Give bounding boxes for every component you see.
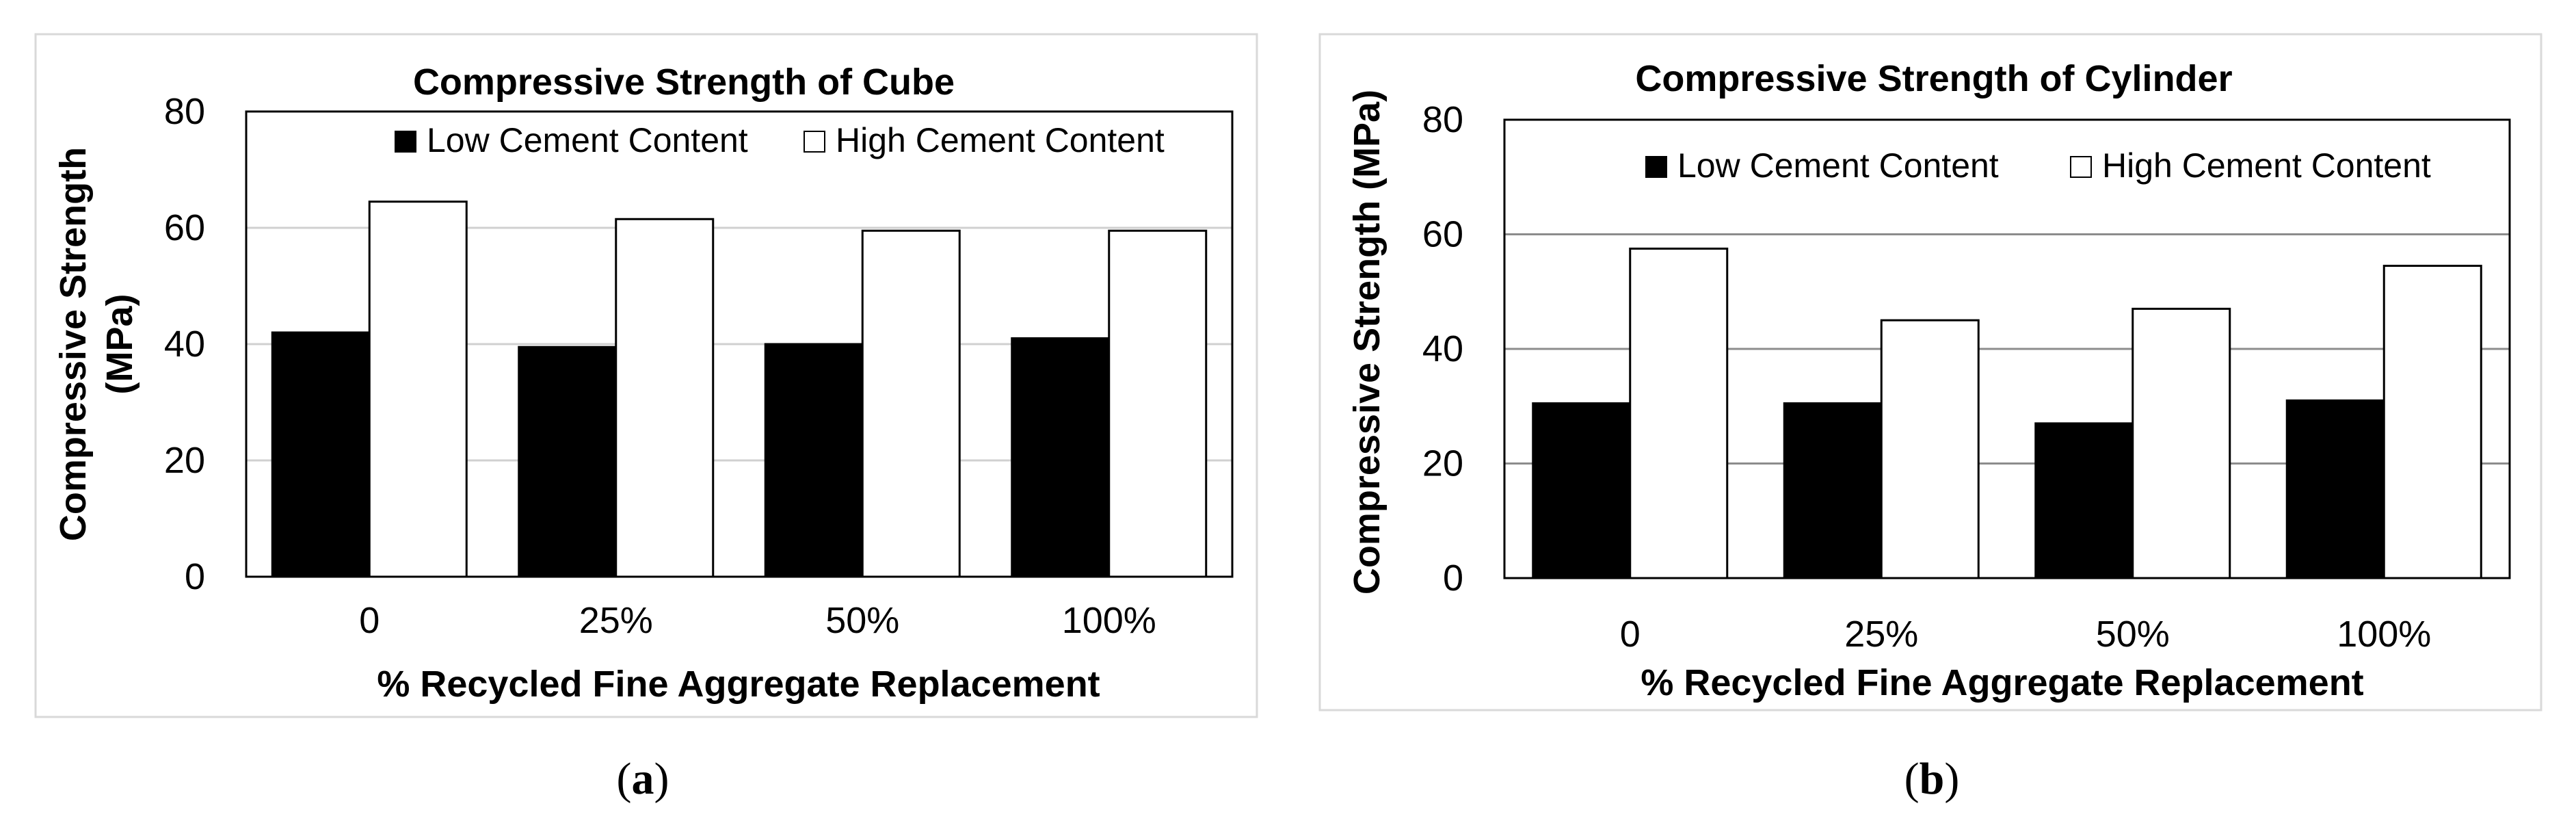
chart-b-legend-swatch-high: [2070, 156, 2092, 178]
chart-a-title: Compressive Strength of Cube: [413, 62, 955, 103]
chart-b-plot-border: [1503, 118, 2511, 579]
chart-b-bar-low: [2285, 399, 2385, 579]
chart-a-x-tick-label: 50%: [825, 600, 899, 641]
chart-b-bar-low: [2034, 422, 2134, 579]
chart-b-y-tick-labels: 0 20 40 60 80: [1422, 99, 1463, 599]
chart-b-bar-high: [2132, 307, 2231, 579]
chart-a-bars: [271, 200, 1208, 578]
chart-a-x-tick-labels: 0 25% 50% 100%: [359, 600, 1156, 641]
chart-b-legend-label-high: High Cement Content: [2102, 146, 2431, 185]
chart-b-y-tick-label: 80: [1422, 99, 1463, 140]
chart-b-y-tick-label: 0: [1443, 558, 1463, 599]
cylinder-strength-chart: Compressive Strength of Cylinder 0 20 40 60…: [1318, 33, 2542, 804]
chart-a-x-axis-title: % Recycled Fine Aggregate Replacement: [377, 664, 1100, 705]
chart-a-y-tick-labels: 0 20 40 60 80: [164, 91, 205, 597]
chart-b-bar-high: [1880, 319, 1980, 579]
chart-b-legend-label-low: Low Cement Content: [1677, 146, 1999, 185]
chart-a-y-axis-title-line2: (MPa): [99, 294, 140, 395]
chart-b-x-axis-title: % Recycled Fine Aggregate Replacement: [1641, 662, 2363, 703]
chart-a-y-tick-label: 80: [164, 91, 205, 132]
cube-strength-chart: Compressive Strength of Cube 0 20 40 60 80 0…: [34, 33, 1258, 804]
chart-b-bars: [1532, 247, 2482, 579]
chart-b-y-axis-title: Compressive Strength (MPa): [1346, 90, 1387, 595]
chart-b-title: Compressive Strength of Cylinder: [1635, 58, 2232, 99]
chart-a-x-tick-label: 25%: [579, 600, 653, 641]
chart-a-legend-label-high: High Cement Content: [836, 121, 1165, 159]
chart-a-y-tick-label: 60: [164, 207, 205, 248]
chart-b-bar-low: [1532, 402, 1632, 579]
chart-b-bar-high: [1629, 247, 1729, 579]
chart-b-caption: (b): [1904, 754, 1960, 804]
chart-a-bar-high: [368, 200, 468, 578]
chart-a-bar-low: [1011, 337, 1111, 578]
chart-a-bar-high: [1108, 229, 1208, 578]
chart-a-y-axis-title-line1: Compressive Strength: [53, 147, 94, 541]
chart-b-x-tick-label: 25%: [1844, 614, 1918, 655]
chart-a-bar-high: [861, 229, 961, 578]
chart-a-x-tick-label: 0: [359, 600, 380, 641]
chart-a-y-tick-label: 20: [164, 440, 205, 481]
chart-a-bar-low: [764, 343, 864, 578]
chart-b-y-tick-label: 40: [1422, 328, 1463, 369]
chart-a-caption: (a): [617, 754, 669, 804]
chart-b-x-tick-label: 50%: [2096, 614, 2170, 655]
chart-a-bar-low: [518, 345, 618, 578]
chart-a-bar-low: [271, 331, 371, 578]
chart-a-x-tick-label: 100%: [1062, 600, 1156, 641]
chart-a-legend-swatch-high: [804, 131, 825, 153]
chart-b-y-tick-label: 60: [1422, 214, 1463, 255]
chart-a-y-tick-label: 40: [164, 324, 205, 365]
chart-b-x-tick-labels: 0 25% 50% 100%: [1620, 614, 2432, 655]
chart-b-bar-low: [1783, 402, 1883, 579]
chart-b-x-tick-label: 0: [1620, 614, 1641, 655]
chart-a-plot-border: [245, 110, 1234, 578]
chart-b-legend-swatch-low: [1645, 156, 1667, 178]
chart-b-y-tick-label: 20: [1422, 443, 1463, 484]
chart-b-bar-high: [2382, 265, 2482, 579]
chart-b-x-tick-label: 100%: [2337, 614, 2431, 655]
chart-a-legend-label-low: Low Cement Content: [427, 121, 748, 159]
chart-a-legend-swatch-low: [395, 131, 416, 153]
chart-a-y-tick-label: 0: [185, 556, 205, 597]
chart-a-bar-high: [615, 218, 715, 578]
